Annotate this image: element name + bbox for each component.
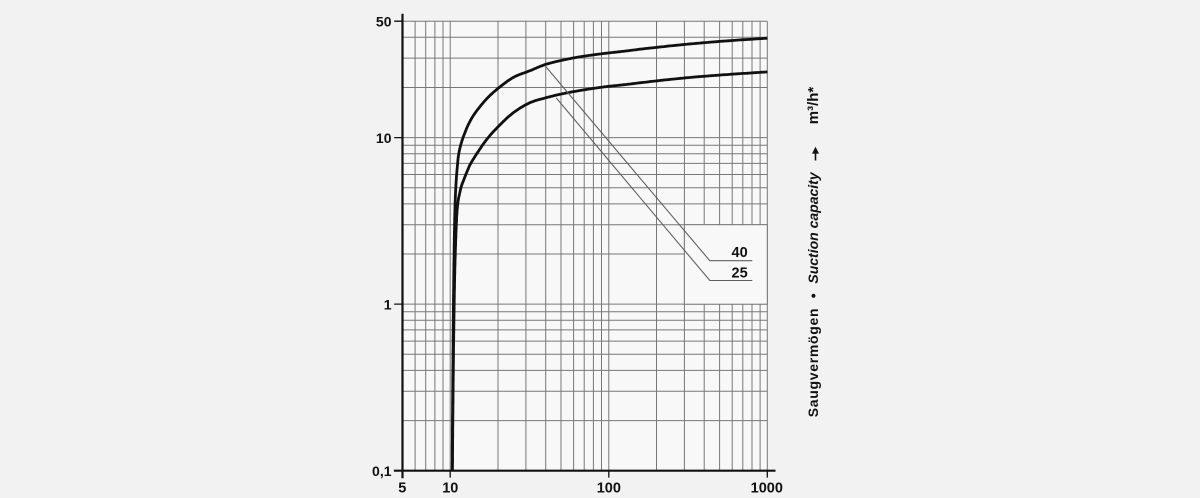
- svg-text:•: •: [805, 293, 821, 298]
- svg-text:40: 40: [732, 245, 748, 261]
- svg-text:1: 1: [384, 296, 392, 312]
- svg-text:5: 5: [398, 481, 406, 497]
- svg-text:0,1: 0,1: [372, 463, 392, 479]
- svg-text:10: 10: [442, 481, 458, 497]
- svg-text:Saugvermögen: Saugvermögen: [805, 308, 821, 418]
- svg-text:Suction capacity: Suction capacity: [805, 171, 821, 283]
- svg-text:50: 50: [376, 14, 392, 30]
- svg-text:m³/h*: m³/h*: [805, 87, 822, 125]
- svg-text:10: 10: [376, 130, 392, 146]
- svg-text:100: 100: [597, 481, 621, 497]
- svg-text:1000: 1000: [751, 481, 783, 497]
- svg-text:25: 25: [732, 265, 748, 281]
